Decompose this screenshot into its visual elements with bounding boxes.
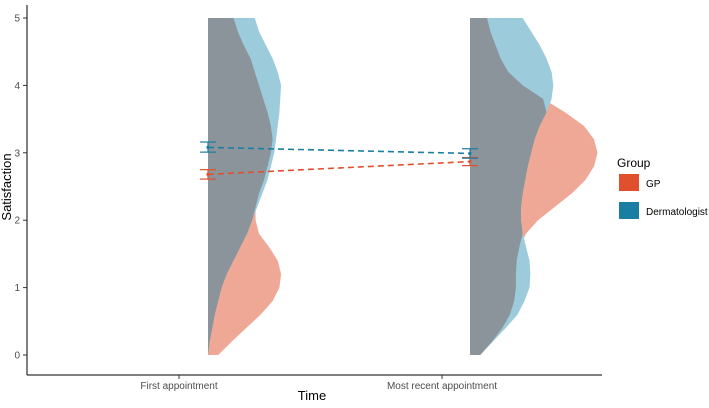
y-tick-label: 5	[14, 14, 20, 25]
x-tick-label: Most recent appointment	[387, 381, 497, 392]
legend-swatch-gp	[619, 174, 639, 191]
x-tick-label: First appointment	[140, 381, 217, 392]
violin-overlap-0	[208, 18, 273, 355]
mean-line-gp	[207, 160, 471, 176]
errorbar-layer	[200, 141, 478, 180]
violin-overlap-1	[470, 18, 547, 355]
legend-label-dermatologist: Dermatologist	[646, 207, 708, 218]
violin-layer	[208, 18, 598, 355]
mean-line-dermatologist	[207, 146, 471, 155]
legend-title: Group	[617, 156, 651, 170]
y-tick-label: 4	[14, 81, 20, 92]
y-tick-label: 2	[14, 216, 20, 227]
overlap-layer	[208, 18, 547, 355]
y-tick-label: 1	[14, 283, 20, 294]
y-axis-title: Satisfaction	[0, 153, 14, 220]
legend-label-gp: GP	[646, 179, 661, 190]
errorbar-gp-0	[200, 169, 216, 180]
legend-swatch-dermatologist	[619, 202, 639, 219]
y-tick-label: 0	[14, 351, 20, 362]
y-tick-label: 3	[14, 148, 20, 159]
axes-layer: 0 1 2 3 4 5 First appointment Most recent appoi…	[14, 5, 602, 392]
errorbar-dermatologist-0	[200, 141, 216, 153]
x-axis-title: Time	[298, 388, 326, 403]
legend: Group GP Dermatologist	[617, 156, 708, 219]
errorbar-dermatologist-1	[462, 148, 478, 159]
